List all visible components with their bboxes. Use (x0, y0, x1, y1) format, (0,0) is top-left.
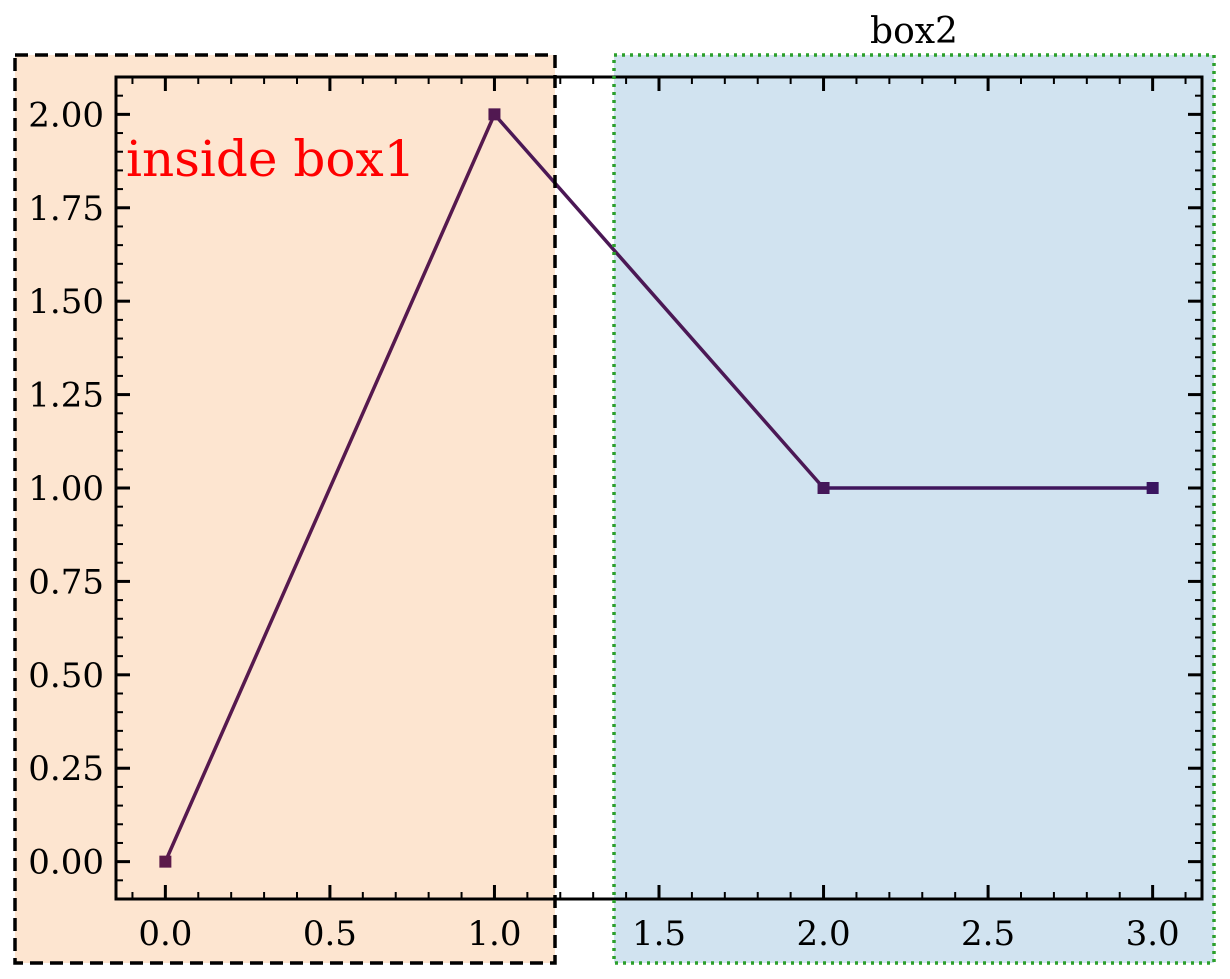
text-layer: 0.0 0.5 1.0 1.5 2.0 2.5 3.0 0.00 0.25 0.50 0.75 1.0… (13, 11, 1216, 965)
x-tick-label: 0.0 (138, 914, 192, 954)
y-tick-label: 0.00 (28, 843, 104, 883)
box1-outline (13, 53, 557, 965)
y-tick-label: 0.75 (28, 562, 104, 602)
box2-outline (612, 53, 1216, 965)
y-tick-label: 0.25 (28, 749, 104, 789)
x-tick-label: 1.5 (632, 914, 686, 954)
x-tick-label: 3.0 (1126, 914, 1180, 954)
axes (114, 75, 1204, 901)
y-tick-label: 1.50 (28, 282, 104, 322)
y-tick-label: 2.00 (28, 95, 104, 135)
series-line-segment (163, 112, 497, 864)
data-point (1146, 482, 1159, 494)
y-tick-label: 1.75 (28, 189, 104, 229)
y-tick-label: 1.25 (28, 376, 104, 416)
box-layer (15, 55, 1214, 963)
box1-fill (15, 55, 555, 963)
x-tick-label: 1.0 (467, 914, 521, 954)
data-point (817, 482, 830, 494)
box2-label: box2 (870, 11, 958, 52)
x-tick-label: 2.5 (961, 914, 1015, 954)
series-layer (159, 108, 1159, 868)
box2-fill (614, 55, 1214, 963)
x-tick-label: 0.5 (303, 914, 357, 954)
y-tick-label: 1.00 (28, 469, 104, 509)
data-point (488, 108, 501, 121)
x-tick-label: 2.0 (797, 914, 851, 954)
series-line-segment (492, 112, 826, 490)
data-point (159, 855, 172, 868)
y-tick-label: 0.50 (28, 656, 104, 696)
inside-box1-annotation: inside box1 (126, 130, 415, 188)
